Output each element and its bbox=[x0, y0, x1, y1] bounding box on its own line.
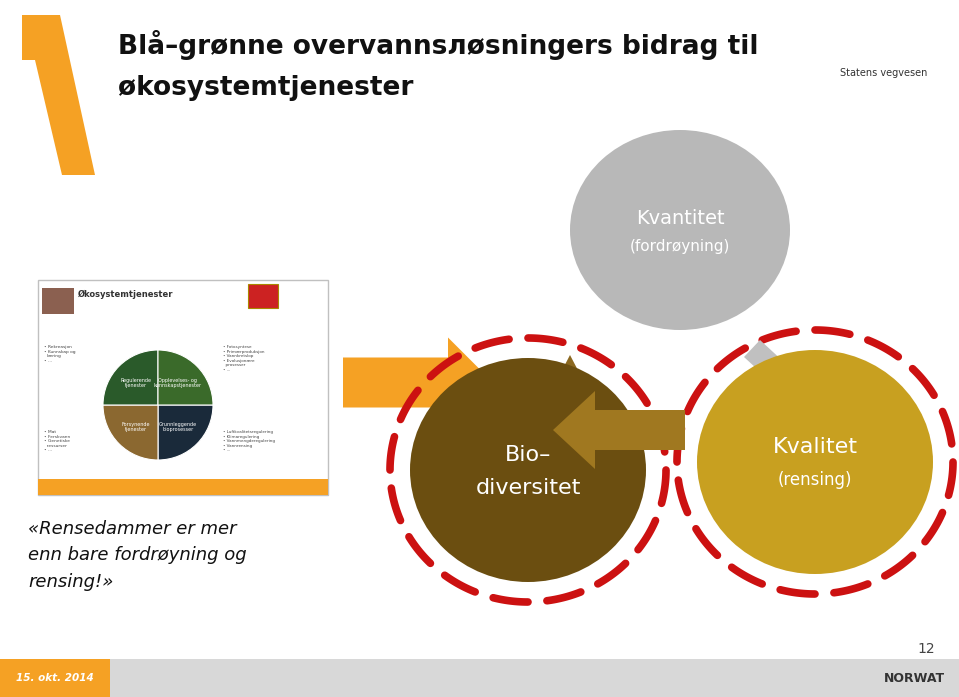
Wedge shape bbox=[103, 405, 158, 460]
Polygon shape bbox=[545, 355, 595, 458]
Polygon shape bbox=[744, 340, 798, 392]
Text: økosystemtjenester: økosystemtjenester bbox=[118, 75, 413, 101]
Ellipse shape bbox=[570, 130, 790, 330]
Text: Regulerende
tjenester: Regulerende tjenester bbox=[121, 378, 152, 388]
Polygon shape bbox=[22, 15, 95, 175]
Bar bbox=[0, 659, 110, 697]
Bar bbox=[38, 280, 328, 495]
Wedge shape bbox=[103, 350, 158, 405]
Text: Opplevelses- og
kunnskapstjenester: Opplevelses- og kunnskapstjenester bbox=[154, 378, 202, 388]
Text: (rensing): (rensing) bbox=[778, 471, 853, 489]
Text: • Luftkvalitetsregulering
• Klimaregulering
• Vannmengderegulering
• Vannrensing: • Luftkvalitetsregulering • Klimareguler… bbox=[223, 430, 275, 452]
Text: • Rekreasjon
• Kunnskap og
  læring
• ...: • Rekreasjon • Kunnskap og læring • ... bbox=[44, 345, 76, 363]
Ellipse shape bbox=[410, 358, 646, 582]
Wedge shape bbox=[158, 405, 213, 460]
Text: Økosystemtjenester: Økosystemtjenester bbox=[78, 290, 174, 299]
Text: • Fotosyntese
• Primærproduksjon
• Vannkretslop
• Evolusjonære
  prosesser
• ...: • Fotosyntese • Primærproduksjon • Vannk… bbox=[223, 345, 265, 372]
Text: 12: 12 bbox=[918, 642, 935, 656]
Text: Kvalitet: Kvalitet bbox=[773, 437, 857, 457]
Text: Grunnleggende
bioprosesser: Grunnleggende bioprosesser bbox=[159, 422, 197, 432]
Text: 15. okt. 2014: 15. okt. 2014 bbox=[16, 673, 94, 683]
Text: Bio–: Bio– bbox=[504, 445, 551, 465]
Text: Blå–grønne overvannsлøsningers bidrag til: Blå–grønne overvannsлøsningers bidrag ti… bbox=[118, 30, 759, 60]
Text: Statens vegvesen: Statens vegvesen bbox=[840, 68, 927, 78]
Text: Forsynende
tjenester: Forsynende tjenester bbox=[122, 422, 151, 432]
Bar bbox=[42, 288, 74, 314]
Ellipse shape bbox=[697, 350, 933, 574]
Text: Kvantitet: Kvantitet bbox=[636, 208, 724, 227]
Wedge shape bbox=[158, 350, 213, 405]
Text: NORWAT: NORWAT bbox=[884, 671, 945, 684]
Bar bbox=[38, 487, 78, 495]
Text: (fordrøyning): (fordrøyning) bbox=[630, 238, 730, 254]
Bar bbox=[0, 659, 959, 697]
Polygon shape bbox=[343, 337, 493, 427]
Bar bbox=[248, 284, 278, 308]
Text: • Mat
• Ferskvann
• Genetiske
  ressurser
• ...: • Mat • Ferskvann • Genetiske ressurser … bbox=[44, 430, 70, 452]
Bar bbox=[38, 479, 328, 495]
Polygon shape bbox=[553, 391, 685, 469]
Text: «Rensedammer er mer
enn bare fordrøyning og
rensing!»: «Rensedammer er mer enn bare fordrøyning… bbox=[28, 520, 246, 591]
Text: diversitet: diversitet bbox=[476, 478, 581, 498]
